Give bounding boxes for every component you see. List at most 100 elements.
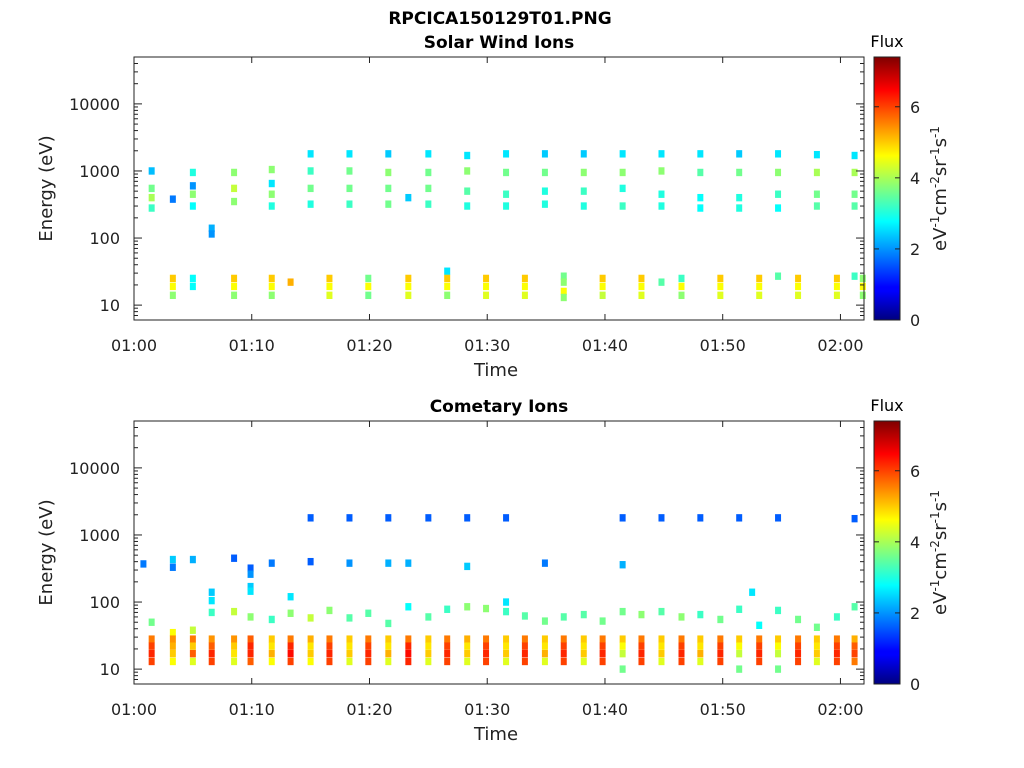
colorbar-tick-label: 0 (910, 675, 920, 694)
heatmap-cell (503, 642, 510, 650)
heatmap-cell (365, 642, 372, 650)
heatmap-cell (189, 642, 196, 650)
heatmap-cell (385, 184, 392, 193)
y-tick-label: 100 (89, 229, 120, 248)
heatmap-cell (697, 610, 704, 619)
heatmap-cell (405, 649, 412, 658)
heatmap-cell (268, 274, 275, 283)
y-tick-label: 10000 (69, 459, 120, 478)
heatmap-cell (795, 615, 802, 624)
heatmap-cell (247, 635, 254, 643)
heatmap-cell (444, 635, 451, 643)
x-tick-label: 01:50 (700, 700, 746, 719)
colorbar-tick-label: 0 (910, 311, 920, 330)
heatmap-cell (638, 274, 645, 283)
colorbar-gradient (873, 420, 901, 685)
heatmap-cell (148, 657, 155, 666)
heatmap-cell (208, 635, 215, 643)
heatmap-cell (658, 642, 665, 650)
heatmap-cell (464, 514, 471, 522)
colorbar-title: Flux (870, 32, 903, 51)
y-tick-label: 10000 (69, 95, 120, 114)
heatmap-cell (851, 657, 858, 666)
heatmap-cell (231, 184, 238, 193)
heatmap-cell (658, 190, 665, 198)
heatmap-cell (231, 282, 238, 291)
heatmap-cell (148, 184, 155, 193)
heatmap-cell (268, 635, 275, 643)
heatmap-cell (425, 168, 432, 177)
heatmap-cell (365, 635, 372, 643)
heatmap-cell (365, 649, 372, 658)
heatmap-cell (385, 559, 392, 567)
heatmap-cell (775, 665, 782, 673)
heatmap-cell (169, 657, 176, 666)
heatmap-cell (521, 649, 528, 658)
heatmap-cell (619, 561, 626, 569)
x-tick-label: 01:10 (229, 336, 275, 355)
colorbar-unit-label: eV-1cm-2sr-1s-1 (928, 490, 951, 615)
heatmap-cell (833, 291, 840, 300)
heatmap-cell (736, 514, 743, 522)
heatmap-cell (697, 635, 704, 643)
heatmap-cell (346, 184, 353, 193)
colorbar-tick-label: 4 (910, 169, 920, 188)
heatmap-cell (148, 649, 155, 658)
heatmap-cell (541, 200, 548, 208)
heatmap-cell (756, 282, 763, 291)
heatmap-cell (717, 282, 724, 291)
heatmap-cell (444, 274, 451, 283)
heatmap-cell (619, 150, 626, 158)
heatmap-cell (619, 642, 626, 650)
heatmap-cell (795, 291, 802, 300)
heatmap-cell (208, 608, 215, 617)
heatmap-cell (148, 635, 155, 643)
heatmap-cell (464, 603, 471, 611)
heatmap-cell (775, 150, 782, 158)
heatmap-cell (169, 642, 176, 650)
x-tick-label: 01:40 (582, 336, 628, 355)
heatmap-cell (208, 588, 215, 596)
heatmap-cell (521, 642, 528, 650)
heatmap-cell (425, 642, 432, 650)
heatmap-cell (148, 642, 155, 650)
colorbar-title: Flux (870, 396, 903, 415)
heatmap-cell (638, 610, 645, 619)
heatmap-cell (425, 514, 432, 522)
heatmap-cell (169, 555, 176, 564)
heatmap-cell (208, 224, 215, 232)
heatmap-cell (619, 665, 626, 673)
x-tick-label: 01:20 (346, 336, 392, 355)
heatmap-cell (541, 168, 548, 177)
heatmap-cell (833, 282, 840, 291)
heatmap-cell (307, 514, 314, 522)
heatmap-cell (148, 204, 155, 212)
heatmap-cell (736, 150, 743, 158)
colorbar-tick-label: 2 (910, 240, 920, 259)
heatmap-cell (189, 635, 196, 643)
heatmap-cell (599, 635, 606, 643)
heatmap-cell (425, 649, 432, 658)
heatmap-cell (346, 657, 353, 666)
heatmap-cell (307, 642, 314, 650)
heatmap-cell (756, 642, 763, 650)
heatmap-cell (231, 635, 238, 643)
heatmap-cell (775, 642, 782, 650)
heatmap-cell (464, 649, 471, 658)
heatmap-cell (851, 635, 858, 643)
colorbar-tick-label: 4 (910, 533, 920, 552)
heatmap-cell (599, 657, 606, 666)
heatmap-cell (813, 150, 820, 159)
heatmap-cell (268, 657, 275, 666)
heatmap-cell (503, 514, 510, 522)
heatmap-cell (619, 168, 626, 177)
heatmap-cell (268, 165, 275, 174)
heatmap-cell (541, 187, 548, 195)
heatmap-cell (326, 274, 333, 283)
heatmap-cell (638, 657, 645, 666)
heatmap-cell (464, 167, 471, 175)
heatmap-cell (560, 635, 567, 643)
heatmap-cell (599, 291, 606, 300)
heatmap-cell (346, 649, 353, 658)
y-tick-label: 10 (100, 296, 120, 315)
